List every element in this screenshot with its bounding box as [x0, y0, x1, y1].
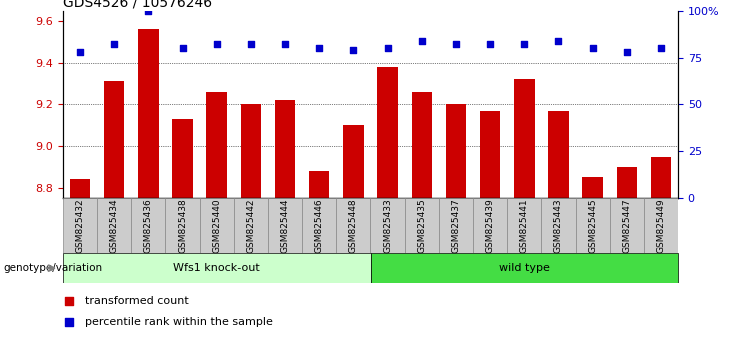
Text: GSM825449: GSM825449: [657, 198, 665, 253]
Bar: [241, 104, 261, 198]
FancyBboxPatch shape: [165, 198, 199, 253]
Text: GSM825446: GSM825446: [315, 198, 324, 253]
Bar: [582, 177, 603, 198]
FancyBboxPatch shape: [63, 198, 97, 253]
Bar: [343, 125, 364, 198]
Point: [382, 45, 393, 51]
Text: GSM825434: GSM825434: [110, 198, 119, 253]
Point: [313, 45, 325, 51]
FancyBboxPatch shape: [199, 198, 234, 253]
Bar: [138, 29, 159, 198]
Text: GSM825443: GSM825443: [554, 198, 563, 253]
Point: [245, 41, 257, 47]
Text: GSM825438: GSM825438: [178, 198, 187, 253]
FancyBboxPatch shape: [644, 198, 678, 253]
Text: GSM825433: GSM825433: [383, 198, 392, 253]
Bar: [514, 79, 534, 198]
FancyBboxPatch shape: [268, 198, 302, 253]
Bar: [173, 119, 193, 198]
Point: [176, 45, 188, 51]
Bar: [70, 179, 90, 198]
Text: genotype/variation: genotype/variation: [4, 263, 103, 273]
Point: [518, 41, 530, 47]
Text: transformed count: transformed count: [84, 296, 188, 306]
Bar: [651, 156, 671, 198]
Text: GSM825444: GSM825444: [281, 199, 290, 253]
FancyBboxPatch shape: [302, 198, 336, 253]
FancyBboxPatch shape: [507, 198, 542, 253]
Text: GSM825436: GSM825436: [144, 198, 153, 253]
Bar: [617, 167, 637, 198]
Bar: [104, 81, 124, 198]
Bar: [411, 92, 432, 198]
Bar: [309, 171, 330, 198]
Text: GSM825432: GSM825432: [76, 198, 84, 253]
Text: GSM825435: GSM825435: [417, 198, 426, 253]
FancyBboxPatch shape: [576, 198, 610, 253]
Point: [210, 41, 222, 47]
Point: [450, 41, 462, 47]
Text: GSM825442: GSM825442: [247, 199, 256, 253]
Point: [655, 45, 667, 51]
Point: [142, 8, 154, 13]
Bar: [445, 104, 466, 198]
Point: [587, 45, 599, 51]
Point: [621, 49, 633, 55]
FancyBboxPatch shape: [63, 253, 370, 283]
Bar: [275, 100, 296, 198]
FancyBboxPatch shape: [234, 198, 268, 253]
FancyBboxPatch shape: [370, 253, 678, 283]
FancyBboxPatch shape: [405, 198, 439, 253]
FancyBboxPatch shape: [336, 198, 370, 253]
Point: [108, 41, 120, 47]
Point: [416, 38, 428, 44]
FancyBboxPatch shape: [610, 198, 644, 253]
FancyBboxPatch shape: [542, 198, 576, 253]
Text: Wfs1 knock-out: Wfs1 knock-out: [173, 263, 260, 273]
Point: [484, 41, 496, 47]
Text: GSM825439: GSM825439: [485, 198, 494, 253]
Point: [63, 319, 75, 325]
Text: GDS4526 / 10576246: GDS4526 / 10576246: [63, 0, 212, 10]
Point: [279, 41, 291, 47]
Bar: [548, 111, 568, 198]
FancyBboxPatch shape: [131, 198, 165, 253]
Bar: [480, 111, 500, 198]
Text: wild type: wild type: [499, 263, 550, 273]
Text: GSM825441: GSM825441: [519, 198, 529, 253]
Text: GSM825437: GSM825437: [451, 198, 460, 253]
Point: [74, 49, 86, 55]
Text: GSM825448: GSM825448: [349, 198, 358, 253]
Point: [63, 298, 75, 304]
FancyBboxPatch shape: [370, 198, 405, 253]
FancyBboxPatch shape: [473, 198, 507, 253]
Bar: [377, 67, 398, 198]
FancyBboxPatch shape: [439, 198, 473, 253]
Bar: [207, 92, 227, 198]
FancyBboxPatch shape: [97, 198, 131, 253]
Text: GSM825445: GSM825445: [588, 198, 597, 253]
Text: GSM825440: GSM825440: [212, 198, 222, 253]
Point: [553, 38, 565, 44]
Text: percentile rank within the sample: percentile rank within the sample: [84, 317, 273, 327]
Point: [348, 47, 359, 53]
Text: GSM825447: GSM825447: [622, 198, 631, 253]
